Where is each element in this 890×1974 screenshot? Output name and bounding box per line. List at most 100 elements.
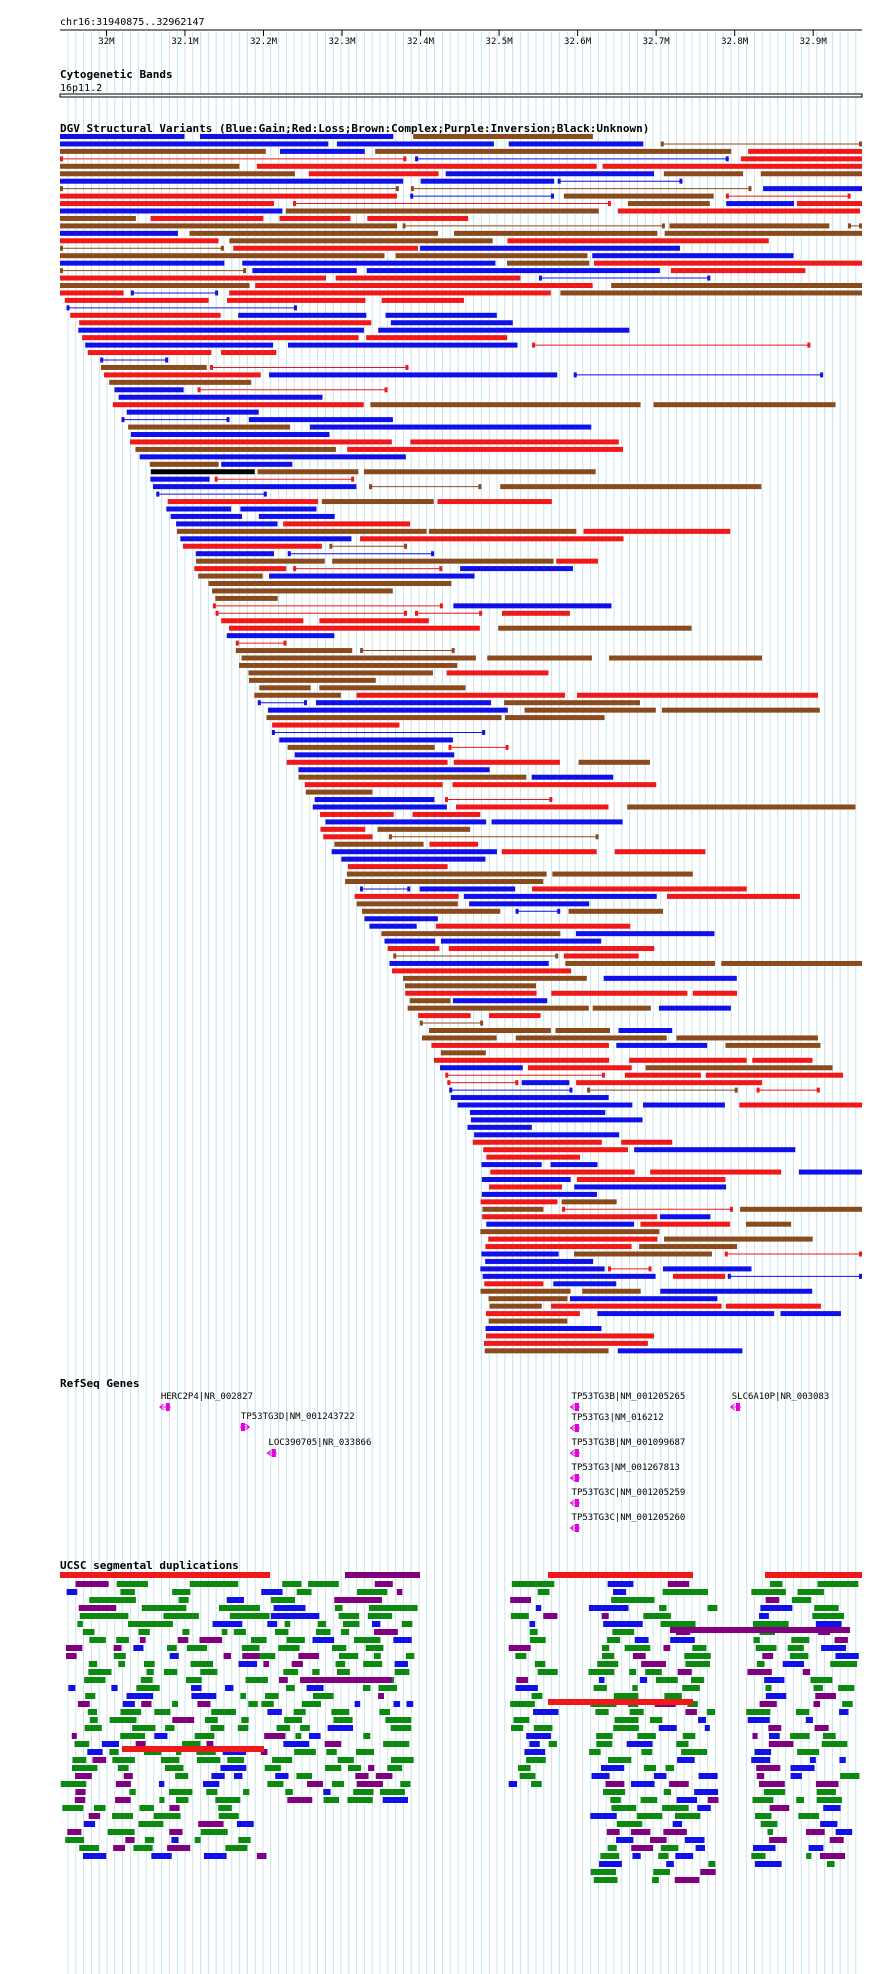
segdup[interactable] <box>282 1581 302 1587</box>
dgv-variant[interactable] <box>592 1005 651 1011</box>
segdup[interactable] <box>548 1741 557 1747</box>
dgv-variant[interactable] <box>312 804 447 810</box>
segdup[interactable] <box>74 1797 86 1803</box>
segdup[interactable] <box>65 1837 85 1843</box>
segdup[interactable] <box>191 1693 217 1699</box>
dgv-variant[interactable] <box>321 499 434 505</box>
dgv-variant[interactable] <box>384 387 388 393</box>
dgv-variant[interactable] <box>229 290 551 296</box>
segdup[interactable] <box>842 1701 853 1707</box>
segdup[interactable] <box>602 1789 626 1795</box>
dgv-variant[interactable] <box>60 186 63 192</box>
segdup[interactable] <box>606 1829 620 1835</box>
segdup[interactable] <box>596 1733 613 1739</box>
dgv-variant[interactable] <box>135 446 336 452</box>
segdup[interactable] <box>243 1789 250 1795</box>
segdup[interactable] <box>333 1717 353 1723</box>
segdup[interactable] <box>599 1861 622 1867</box>
segdup[interactable] <box>590 1813 617 1819</box>
dgv-variant[interactable] <box>347 446 624 452</box>
segdup[interactable] <box>334 1597 382 1603</box>
segdup[interactable] <box>238 1661 258 1667</box>
segdup[interactable] <box>706 1709 715 1715</box>
dgv-variant[interactable] <box>60 283 250 288</box>
dgv-variant[interactable] <box>70 312 221 318</box>
dgv-variant[interactable] <box>662 1266 752 1272</box>
segdup[interactable] <box>759 1613 769 1619</box>
dgv-variant[interactable] <box>565 960 715 966</box>
segdup[interactable] <box>607 1845 617 1851</box>
dgv-variant[interactable] <box>859 223 862 229</box>
dgv-variant[interactable] <box>283 640 287 646</box>
segdup[interactable] <box>237 1725 249 1731</box>
segdup[interactable] <box>172 1701 179 1707</box>
segdup[interactable] <box>839 1709 849 1715</box>
dgv-variant[interactable] <box>60 163 240 169</box>
segdup[interactable] <box>116 1581 148 1587</box>
segdup[interactable] <box>649 1717 663 1723</box>
dgv-variant[interactable] <box>64 297 209 303</box>
dgv-variant[interactable] <box>562 1206 566 1212</box>
dgv-variant[interactable] <box>413 134 593 139</box>
segdup[interactable] <box>378 1685 398 1691</box>
segdup[interactable] <box>823 1805 841 1811</box>
gene-exon[interactable] <box>240 1423 245 1431</box>
segdup[interactable] <box>62 1805 84 1811</box>
segdup[interactable] <box>821 1741 848 1747</box>
segdup[interactable] <box>241 1717 249 1723</box>
segdup[interactable] <box>762 1653 774 1659</box>
dgv-variant[interactable] <box>384 938 436 944</box>
segdup[interactable] <box>60 1572 270 1578</box>
segdup[interactable] <box>109 1717 137 1723</box>
dgv-variant[interactable] <box>609 655 763 661</box>
segdup[interactable] <box>806 1829 825 1835</box>
dgv-variant[interactable] <box>485 1326 602 1331</box>
dgv-variant[interactable] <box>238 662 458 668</box>
segdup[interactable] <box>117 1765 129 1771</box>
dgv-variant[interactable] <box>150 215 264 221</box>
segdup[interactable] <box>612 1629 635 1635</box>
segdup[interactable] <box>601 1613 609 1619</box>
dgv-variant[interactable] <box>248 417 393 423</box>
segdup[interactable] <box>129 1789 136 1795</box>
dgv-variant[interactable] <box>267 707 508 713</box>
segdup[interactable] <box>684 1653 711 1659</box>
dgv-variant[interactable] <box>576 1080 763 1086</box>
segdup[interactable] <box>529 1629 538 1635</box>
dgv-variant[interactable] <box>617 1348 743 1354</box>
segdup[interactable] <box>815 1621 842 1627</box>
segdup[interactable] <box>182 1741 201 1747</box>
gene-exon[interactable] <box>271 1449 276 1457</box>
gene-exon[interactable] <box>574 1499 579 1507</box>
dgv-variant[interactable] <box>287 744 435 750</box>
segdup[interactable] <box>341 1629 350 1635</box>
segdup[interactable] <box>260 1749 268 1755</box>
segdup[interactable] <box>82 1629 95 1635</box>
dgv-variant[interactable] <box>320 826 366 832</box>
segdup[interactable] <box>789 1653 809 1659</box>
dgv-variant[interactable] <box>319 685 466 691</box>
segdup[interactable] <box>238 1837 251 1843</box>
segdup[interactable] <box>815 1693 836 1699</box>
segdup[interactable] <box>756 1765 781 1771</box>
segdup[interactable] <box>89 1637 106 1643</box>
segdup[interactable] <box>796 1797 805 1803</box>
segdup[interactable] <box>144 1837 155 1843</box>
segdup[interactable] <box>199 1637 223 1643</box>
segdup[interactable] <box>264 1765 281 1771</box>
dgv-variant[interactable] <box>740 156 862 162</box>
dgv-variant[interactable] <box>456 804 609 810</box>
dgv-variant[interactable] <box>126 409 259 415</box>
dgv-variant[interactable] <box>454 230 658 236</box>
segdup[interactable] <box>405 1653 415 1659</box>
segdup[interactable] <box>608 1757 632 1763</box>
segdup[interactable] <box>607 1581 634 1587</box>
segdup[interactable] <box>385 1717 412 1723</box>
segdup[interactable] <box>233 1629 246 1635</box>
segdup[interactable] <box>242 1653 267 1659</box>
segdup[interactable] <box>139 1805 154 1811</box>
segdup[interactable] <box>810 1677 833 1683</box>
dgv-variant[interactable] <box>149 461 219 467</box>
dgv-variant[interactable] <box>60 223 398 229</box>
dgv-variant[interactable] <box>725 156 729 162</box>
